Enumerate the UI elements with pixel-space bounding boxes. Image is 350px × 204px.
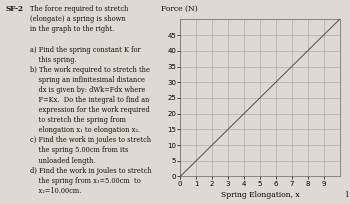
X-axis label: Spring Elongation, x: Spring Elongation, x [220, 191, 299, 199]
Text: 10 (cm): 10 (cm) [345, 190, 350, 198]
Text: SF-2: SF-2 [5, 5, 23, 13]
Text: The force required to stretch
(elongate) a spring is shown
in the graph to the r: The force required to stretch (elongate)… [30, 5, 152, 195]
Text: Force (N): Force (N) [161, 5, 198, 13]
